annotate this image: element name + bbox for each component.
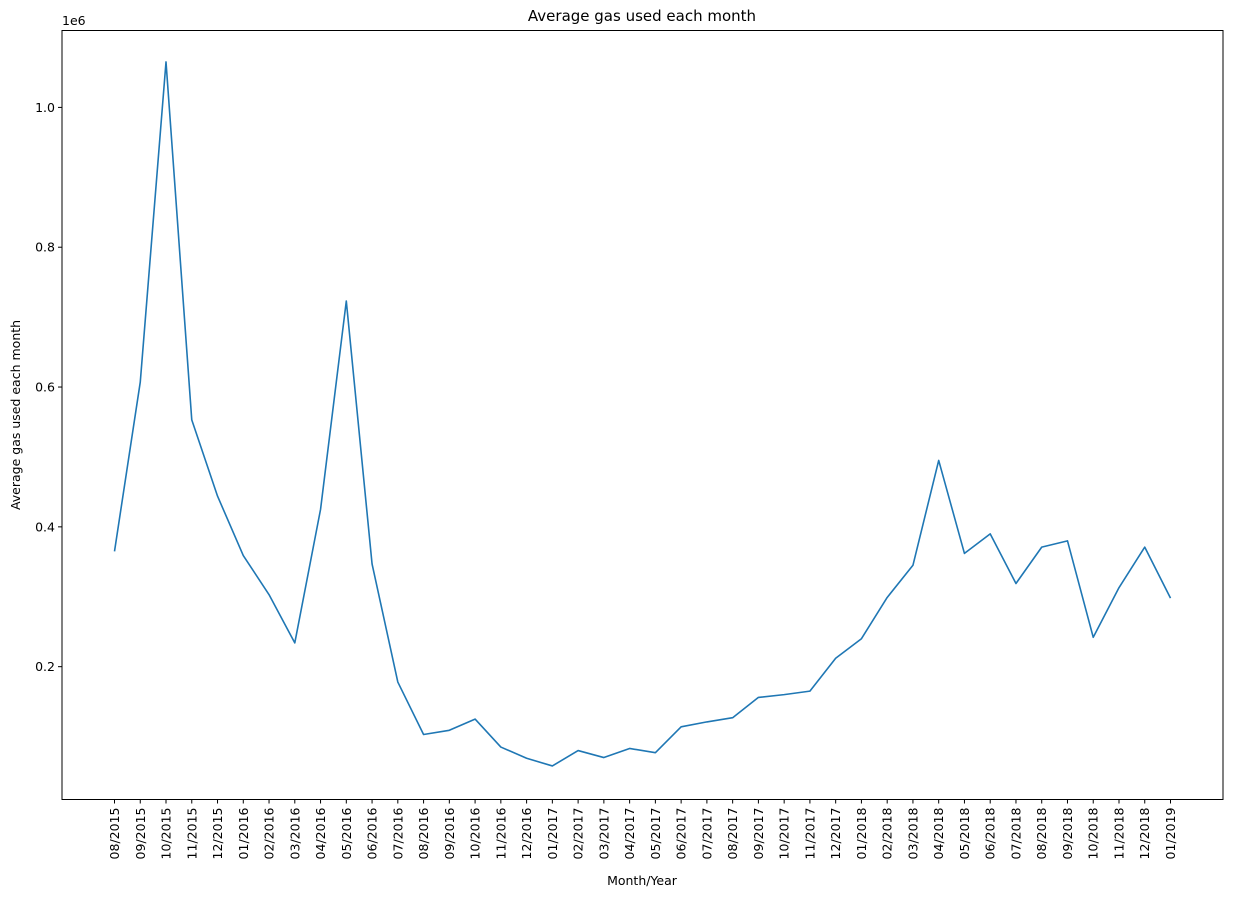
x-tick-label: 03/2018 bbox=[905, 807, 920, 859]
y-tick-label: 0.2 bbox=[35, 659, 55, 674]
x-tick-label: 11/2017 bbox=[802, 808, 817, 860]
x-tick-label: 02/2017 bbox=[571, 808, 586, 860]
y-axis-ticks: 0.2 0.4 0.6 0.8 1.0 bbox=[35, 100, 62, 674]
x-tick-label: 09/2016 bbox=[442, 807, 457, 859]
x-tick-label: 01/2017 bbox=[545, 808, 560, 860]
x-tick-label: 10/2018 bbox=[1086, 807, 1101, 859]
x-tick-label: 10/2017 bbox=[777, 808, 792, 860]
x-axis-ticks: 08/2015 09/2015 10/2015 11/2015 12/2015 01/20… bbox=[107, 799, 1178, 860]
x-tick-label: 02/2016 bbox=[262, 807, 277, 859]
x-tick-label: 06/2016 bbox=[365, 807, 380, 859]
x-tick-label: 11/2016 bbox=[493, 807, 508, 859]
series-line bbox=[113, 61, 1172, 767]
x-tick-label: 12/2018 bbox=[1137, 807, 1152, 859]
y-axis-label: Average gas used each month bbox=[8, 320, 23, 510]
x-tick-label: 10/2016 bbox=[468, 807, 483, 859]
y-tick-label: 1.0 bbox=[35, 100, 55, 115]
plot-area-frame bbox=[61, 30, 1224, 800]
x-tick-label: 09/2017 bbox=[751, 808, 766, 860]
x-tick-label: 01/2016 bbox=[236, 807, 251, 859]
x-tick-label: 03/2017 bbox=[596, 808, 611, 860]
x-tick-label: 05/2017 bbox=[648, 808, 663, 860]
x-tick-label: 01/2018 bbox=[854, 807, 869, 859]
x-tick-label: 09/2015 bbox=[133, 808, 148, 860]
x-tick-label: 07/2016 bbox=[390, 807, 405, 859]
x-tick-label: 04/2018 bbox=[931, 807, 946, 859]
x-tick-label: 12/2015 bbox=[210, 808, 225, 860]
x-tick-label: 08/2015 bbox=[107, 808, 122, 860]
x-tick-label: 08/2016 bbox=[416, 807, 431, 859]
x-tick-label: 06/2018 bbox=[983, 807, 998, 859]
x-tick-label: 05/2016 bbox=[339, 807, 354, 859]
x-tick-label: 07/2018 bbox=[1008, 807, 1023, 859]
x-tick-label: 03/2016 bbox=[287, 807, 302, 859]
x-tick-label: 09/2018 bbox=[1060, 807, 1075, 859]
x-tick-label: 04/2017 bbox=[622, 808, 637, 860]
y-tick-label: 0.6 bbox=[35, 380, 55, 395]
x-tick-label: 05/2018 bbox=[957, 807, 972, 859]
y-axis-offset-label: 1e6 bbox=[62, 13, 86, 28]
x-tick-label: 01/2019 bbox=[1163, 807, 1178, 859]
x-tick-label: 06/2017 bbox=[674, 808, 689, 860]
y-tick-label: 0.8 bbox=[35, 240, 55, 255]
x-tick-label: 02/2018 bbox=[880, 807, 895, 859]
x-tick-label: 04/2016 bbox=[313, 807, 328, 859]
x-tick-label: 12/2017 bbox=[828, 808, 843, 860]
chart-title: Average gas used each month bbox=[528, 7, 756, 25]
x-tick-label: 07/2017 bbox=[699, 808, 714, 860]
y-tick-label: 0.4 bbox=[35, 519, 55, 534]
x-tick-label: 10/2015 bbox=[159, 808, 174, 860]
x-tick-label: 11/2015 bbox=[184, 808, 199, 860]
x-tick-label: 12/2016 bbox=[519, 807, 534, 859]
x-axis-label: Month/Year bbox=[607, 873, 678, 888]
x-tick-label: 08/2018 bbox=[1034, 807, 1049, 859]
x-tick-label: 11/2018 bbox=[1111, 807, 1126, 859]
x-tick-label: 08/2017 bbox=[725, 808, 740, 860]
